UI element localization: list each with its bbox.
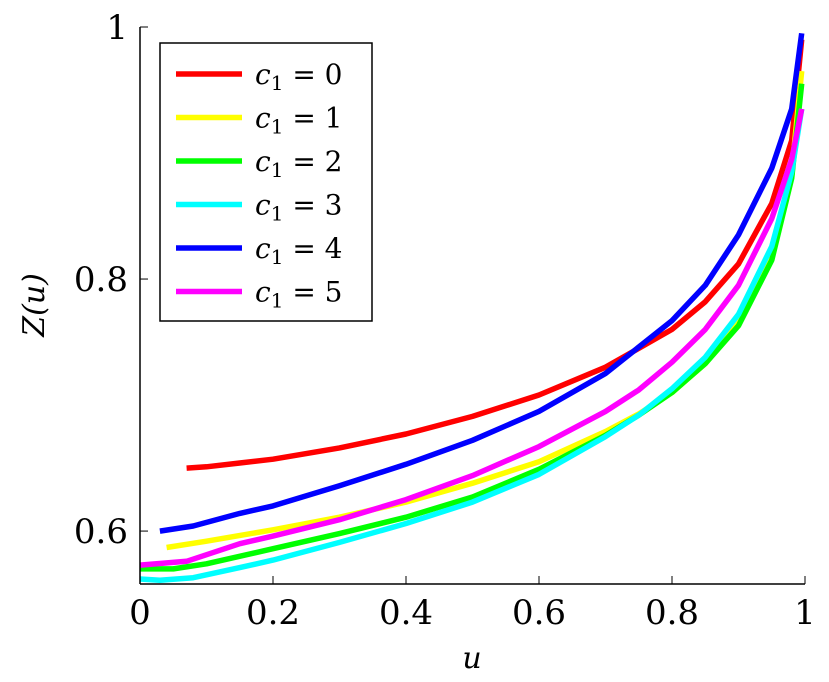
y-tick-label: 0.6 — [74, 512, 128, 552]
series-line-c1-3 — [139, 108, 805, 583]
y-tick-label: 1 — [106, 8, 128, 48]
legend-label-c1-3: c1 = 3 — [255, 189, 343, 226]
y-axis-label: Z(u) — [17, 273, 52, 338]
x-tick-label: 1 — [794, 593, 816, 633]
ticks: 0 0.2 0.4 0.6 0.8 1 0.6 0.8 1 — [74, 8, 816, 633]
series-line-c1-0 — [186, 39, 805, 471]
legend-label-c1-0: c1 = 0 — [255, 58, 343, 95]
x-axis-label: u — [462, 641, 481, 676]
series-line-c1-2 — [140, 83, 805, 572]
series-line-c1-5 — [139, 108, 805, 568]
series-line-c1-4 — [159, 32, 805, 534]
legend-label-c1-4: c1 = 4 — [255, 232, 343, 269]
legend-label-c1-5: c1 = 5 — [255, 276, 343, 313]
x-tick-label: 0 — [129, 593, 151, 633]
y-tick-label: 0.8 — [74, 260, 128, 300]
legend-label-c1-2: c1 = 2 — [255, 145, 343, 182]
x-tick-label: 0.8 — [645, 593, 699, 633]
x-tick-label: 0.2 — [246, 593, 300, 633]
x-tick-label: 0.4 — [379, 593, 433, 633]
x-tick-label: 0.6 — [512, 593, 566, 633]
legend-box — [159, 42, 373, 322]
legend-label-c1-1: c1 = 1 — [255, 102, 343, 139]
legend: c1 = 0 c1 = 1 c1 = 2 c1 = 3 c1 = 4 c1 = 5 — [159, 42, 373, 322]
axes — [139, 27, 805, 585]
series-layer — [139, 32, 805, 583]
